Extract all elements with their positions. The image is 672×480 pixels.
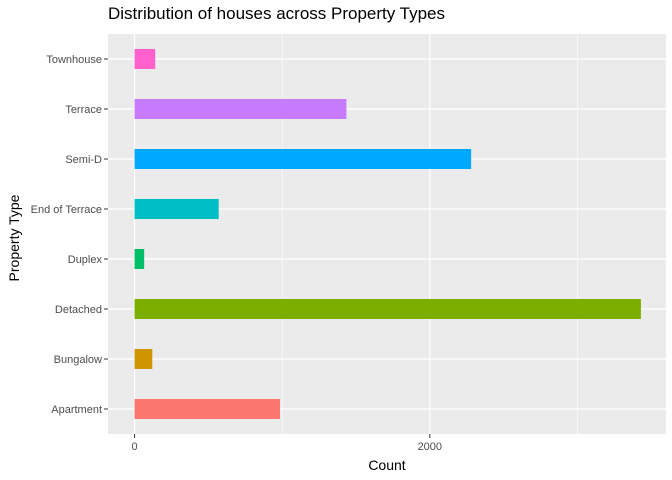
bar-detached xyxy=(134,299,641,319)
y-tick-label: Duplex xyxy=(68,254,103,266)
x-tick-label: 0 xyxy=(132,441,138,453)
bars xyxy=(134,49,641,419)
bar-semi-d xyxy=(134,149,472,169)
y-axis-label: Property Type xyxy=(6,194,22,282)
y-tick-label: Apartment xyxy=(51,404,102,416)
y-tick-label: Terrace xyxy=(65,104,102,116)
y-tick-label: Bungalow xyxy=(54,354,102,366)
y-tick-label: Detached xyxy=(55,304,102,316)
bar-bungalow xyxy=(134,349,153,369)
y-tick-label: Semi-D xyxy=(65,154,102,166)
bar-townhouse xyxy=(134,49,156,69)
bar-terrace xyxy=(134,99,347,119)
x-tick-label: 2000 xyxy=(418,441,442,453)
y-axis: Apartment Bungalow Detached Duplex End of Te… xyxy=(31,54,108,416)
x-axis: 0 2000 xyxy=(132,434,442,453)
bar-apartment xyxy=(134,399,280,419)
chart-title: Distribution of houses across Property T… xyxy=(108,4,446,23)
bar-duplex xyxy=(134,249,145,269)
y-tick-label: Townhouse xyxy=(46,54,102,66)
bar-end-of-terrace xyxy=(134,199,219,219)
y-tick-label: End of Terrace xyxy=(31,204,102,216)
plot-panel xyxy=(108,34,666,434)
x-axis-label: Count xyxy=(368,457,406,473)
